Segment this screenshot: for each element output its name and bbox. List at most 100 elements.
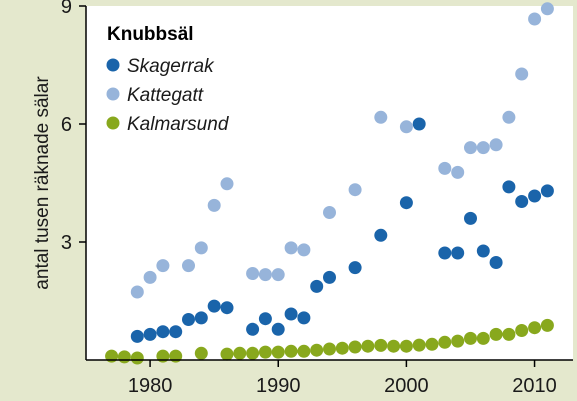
kalmarsund-point [528, 321, 542, 335]
kalmarsund-point [438, 335, 452, 349]
kattegatt-point [399, 120, 413, 134]
kattegatt-point [348, 183, 362, 197]
kalmarsund-point [258, 345, 272, 359]
skagerrak-point [271, 322, 285, 336]
kalmarsund-point [451, 334, 465, 348]
kattegatt-point [258, 268, 272, 282]
skagerrak-point [374, 228, 388, 242]
skagerrak-point [399, 196, 413, 210]
kalmarsund-point [489, 327, 503, 341]
kattegatt-point [528, 12, 542, 26]
kalmarsund-point [220, 347, 234, 361]
skagerrak-point [258, 312, 272, 326]
kattegatt-point [271, 268, 285, 282]
kalmarsund-point [425, 337, 439, 351]
kalmarsund-point [117, 350, 131, 364]
skagerrak-point [464, 211, 477, 225]
kattegatt-point [297, 243, 311, 257]
skagerrak-point [220, 301, 234, 315]
kalmarsund-point [246, 346, 260, 360]
x-tick-label: 2010 [512, 375, 557, 397]
legend-label-kattegatt: Kattegatt [127, 85, 204, 106]
kattegatt-point [194, 241, 208, 255]
kattegatt-point [143, 270, 157, 284]
kattegatt-point [246, 267, 260, 280]
skagerrak-point [515, 195, 529, 208]
skagerrak-point [528, 189, 542, 203]
kattegatt-point [451, 165, 465, 179]
skagerrak-point [156, 325, 170, 339]
kalmarsund-point [502, 327, 516, 341]
plot-area [86, 6, 573, 360]
kattegatt-point [540, 2, 554, 16]
y-tick-label: 9 [61, 0, 72, 18]
kalmarsund-point [515, 324, 529, 337]
skagerrak-point [182, 313, 195, 326]
legend: Knubbsäl Skagerrak Kattegatt Kalmarsund [106, 24, 230, 135]
kalmarsund-point [194, 346, 208, 360]
kalmarsund-point [387, 339, 401, 353]
kattegatt-point [220, 177, 234, 191]
kattegatt-point [438, 161, 452, 175]
kattegatt-point [284, 241, 298, 255]
y-axis-title: antal tusen räknade sälar [32, 76, 53, 290]
kalmarsund-point [476, 331, 490, 345]
legend-marker-skagerrak [106, 58, 120, 72]
x-tick-label: 2000 [384, 375, 429, 397]
kattegatt-point [464, 141, 477, 155]
skagerrak-point [489, 256, 503, 269]
legend-items: Skagerrak Kattegatt Kalmarsund [106, 56, 230, 135]
kalmarsund-point [399, 339, 413, 353]
legend-marker-kalmarsund [106, 116, 120, 130]
kattegatt-point [489, 138, 503, 152]
skagerrak-point [438, 246, 452, 260]
skagerrak-point [297, 311, 311, 325]
kalmarsund-point [130, 351, 144, 365]
x-tick-label: 1990 [256, 375, 301, 397]
skagerrak-point [348, 261, 362, 275]
skagerrak-point [540, 184, 554, 198]
kalmarsund-point [335, 341, 349, 355]
legend-label-skagerrak: Skagerrak [127, 56, 215, 77]
kattegatt-point [156, 259, 170, 273]
kalmarsund-point [297, 344, 311, 358]
kattegatt-point [130, 285, 144, 299]
x-tick-label: 1980 [128, 375, 173, 397]
kalmarsund-point [348, 340, 362, 354]
skagerrak-point [310, 279, 324, 293]
y-tick-label: 6 [61, 114, 72, 136]
kalmarsund-point [233, 346, 247, 360]
skagerrak-point [169, 325, 183, 339]
legend-marker-kattegatt [106, 87, 120, 101]
legend-title: Knubbsäl [107, 24, 194, 45]
skagerrak-point [502, 180, 516, 194]
skagerrak-point [323, 270, 336, 284]
kattegatt-point [374, 110, 388, 124]
kalmarsund-point [284, 344, 298, 358]
kalmarsund-point [361, 339, 375, 353]
kattegatt-point [207, 198, 221, 212]
skagerrak-point [143, 327, 157, 341]
axes [85, 6, 573, 361]
data-points [105, 2, 554, 365]
skagerrak-point [246, 322, 260, 336]
kalmarsund-point [412, 338, 426, 352]
kattegatt-point [182, 259, 195, 273]
skagerrak-point [284, 307, 298, 321]
skagerrak-point [451, 246, 465, 260]
y-tick-label: 3 [61, 232, 72, 254]
kalmarsund-point [540, 318, 554, 332]
skagerrak-point [412, 117, 426, 131]
kattegatt-point [502, 110, 516, 124]
axis-ticks: 1980 1990 2000 2010 3 6 9 [61, 0, 557, 397]
kattegatt-point [515, 67, 529, 81]
kalmarsund-point [271, 345, 285, 359]
skagerrak-point [207, 299, 221, 313]
kattegatt-point [323, 206, 336, 219]
kalmarsund-point [374, 338, 388, 352]
kalmarsund-point [464, 331, 477, 345]
skagerrak-point [194, 311, 208, 325]
skagerrak-point [130, 329, 144, 343]
kalmarsund-point [323, 342, 336, 356]
